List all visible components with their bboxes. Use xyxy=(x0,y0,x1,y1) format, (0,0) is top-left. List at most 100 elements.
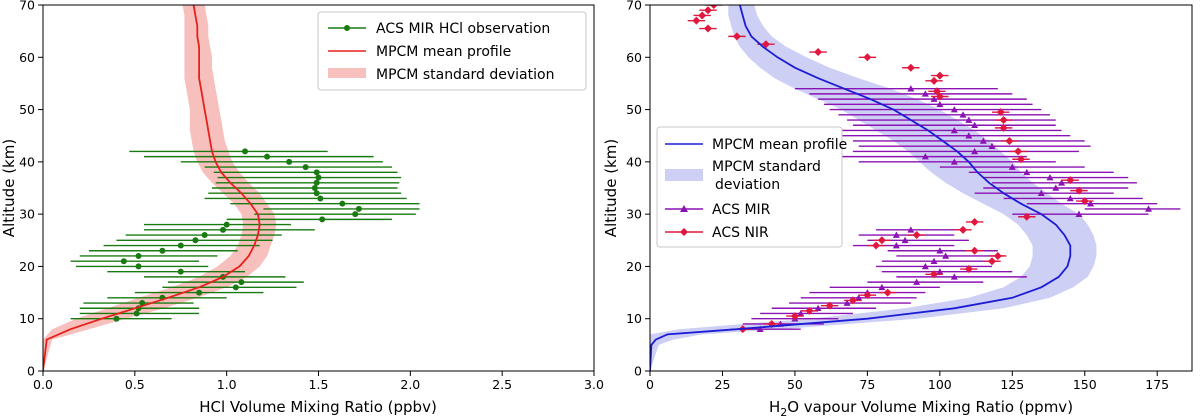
h2o-nir-point xyxy=(863,291,872,300)
hcl-x-tick-label: 2.5 xyxy=(492,377,512,392)
hcl-x-tick-label: 2.0 xyxy=(400,377,420,392)
h2o-y-tick-label: 40 xyxy=(626,154,642,169)
h2o-mir-point xyxy=(921,262,929,270)
hcl-legend: ACS MIR HCl observation MPCM mean profil… xyxy=(317,11,587,91)
h2o-legend-nir: ACS NIR xyxy=(712,225,769,241)
hcl-observation-point xyxy=(135,263,142,270)
h2o-nir-point xyxy=(1066,176,1075,185)
hcl-y-tick-label: 50 xyxy=(19,102,35,117)
h2o-x-tick-label: 100 xyxy=(928,377,952,392)
hcl-observation-point xyxy=(315,174,322,181)
h2o-mir-point xyxy=(942,252,950,259)
h2o-mir-point xyxy=(936,268,944,275)
h2o-y-axis-label: Altitude (km) xyxy=(602,139,620,237)
h2o-nir-point xyxy=(1074,186,1083,195)
h2o-legend-band-swatch xyxy=(665,169,703,181)
h2o-x-tick-label: 125 xyxy=(1000,377,1024,392)
h2o-y-tick-label: 0 xyxy=(634,364,642,379)
h2o-mir-point xyxy=(913,278,921,285)
hcl-x-axis-label: HCl Volume Mixing Ratio (ppbv) xyxy=(199,398,437,416)
h2o-nir-point xyxy=(709,5,718,9)
h2o-x-label-rest: O vapour Volume Mixing Ratio (ppmv) xyxy=(787,398,1073,416)
h2o-nir-point xyxy=(1080,197,1089,206)
hcl-observation-point xyxy=(355,205,362,212)
h2o-x-tick-label: 175 xyxy=(1145,377,1169,392)
hcl-panel: 0.0 0.5 1.0 1.5 2.0 2.5 3.0 0 10 20 30 40 50 60 70 HC… xyxy=(0,0,604,416)
hcl-y-tick-label: 30 xyxy=(19,207,35,222)
h2o-mir-point xyxy=(1145,205,1153,212)
h2o-nir-point xyxy=(988,257,997,266)
h2o-legend-mir: ACS MIR xyxy=(712,202,771,218)
h2o-x-tick-label: 25 xyxy=(715,377,731,392)
h2o-mir-point xyxy=(878,283,886,291)
h2o-nir-point xyxy=(848,296,857,305)
h2o-x-tick-label: 0 xyxy=(646,377,654,392)
h2o-nir-point xyxy=(863,53,872,62)
h2o-plot-area xyxy=(650,5,1181,371)
hcl-y-tick-label: 40 xyxy=(19,154,35,169)
hcl-observation-point xyxy=(192,237,199,244)
hcl-y-tick-label: 0 xyxy=(27,364,35,379)
h2o-y-tick-label: 10 xyxy=(626,311,642,326)
h2o-legend-box xyxy=(656,126,843,248)
hcl-y-tick-label: 10 xyxy=(19,311,35,326)
h2o-mir-point xyxy=(950,126,958,134)
h2o-nir-point xyxy=(732,32,741,41)
h2o-nir-point xyxy=(761,40,770,49)
hcl-x-tick-label: 3.0 xyxy=(584,377,604,392)
h2o-mir-point xyxy=(965,132,973,139)
h2o-y-tick-label: 60 xyxy=(626,50,642,65)
h2o-mir-point xyxy=(1037,189,1045,197)
h2o-nir-point xyxy=(872,241,881,250)
h2o-nir-point xyxy=(877,236,886,245)
hcl-legend-observation: ACS MIR HCl observation xyxy=(376,21,550,37)
h2o-nir-point xyxy=(790,312,799,321)
hcl-observation-point xyxy=(177,242,184,249)
hcl-plot-area xyxy=(43,5,420,371)
h2o-y-tick-label: 20 xyxy=(626,259,642,274)
h2o-x-ticks: 0 25 50 75 100 125 150 175 xyxy=(646,371,1169,392)
hcl-y-axis-label: Altitude (km) xyxy=(0,139,18,237)
h2o-mir-point xyxy=(950,158,958,165)
h2o-nir-point xyxy=(692,16,701,25)
h2o-mir-point xyxy=(797,309,805,317)
h2o-mir-point xyxy=(959,111,967,118)
hcl-legend-band: MPCM standard deviation xyxy=(376,67,554,83)
h2o-nir-point xyxy=(1022,212,1031,221)
h2o-y-ticks: 0 10 20 30 40 50 60 70 xyxy=(626,0,650,379)
h2o-mir-point xyxy=(756,325,764,332)
h2o-nir-point xyxy=(703,6,712,15)
hcl-observation-point xyxy=(120,258,127,265)
h2o-mir-point xyxy=(1023,168,1031,176)
hcl-observation-point xyxy=(133,310,140,317)
h2o-nir-point xyxy=(996,108,1005,117)
hcl-x-tick-label: 1.0 xyxy=(217,377,237,392)
h2o-nir-point xyxy=(970,217,979,226)
hcl-x-tick-label: 1.5 xyxy=(309,377,329,392)
h2o-mir-point xyxy=(1058,179,1066,186)
h2o-mir-point xyxy=(1087,200,1095,207)
h2o-nir-point xyxy=(970,246,979,255)
h2o-mir-point xyxy=(892,242,900,249)
h2o-mir-point xyxy=(1075,210,1083,217)
h2o-mir-point xyxy=(971,147,979,155)
hcl-observation-point xyxy=(177,268,184,275)
h2o-nir-point xyxy=(825,301,834,310)
hcl-observation-point xyxy=(264,153,271,160)
h2o-nir-point xyxy=(1016,155,1025,164)
h2o-nir-point xyxy=(930,76,939,85)
h2o-nir-point xyxy=(964,265,973,274)
h2o-nir-point xyxy=(703,24,712,33)
h2o-mir-point xyxy=(921,153,929,160)
hcl-legend-box xyxy=(317,11,587,91)
h2o-panel: 0 25 50 75 100 125 150 175 0 10 20 30 40 50 60 70 H2O … xyxy=(602,0,1193,417)
h2o-mir-point xyxy=(930,95,938,102)
h2o-legend: MPCM mean profile MPCM standard deviatio… xyxy=(656,126,847,248)
h2o-mir-point xyxy=(892,231,900,238)
h2o-mir-point xyxy=(901,236,909,244)
h2o-mir-point xyxy=(936,247,944,254)
hcl-observation-point xyxy=(223,221,230,228)
hcl-mean-profile-line xyxy=(43,5,261,371)
h2o-y-tick-label: 50 xyxy=(626,102,642,117)
